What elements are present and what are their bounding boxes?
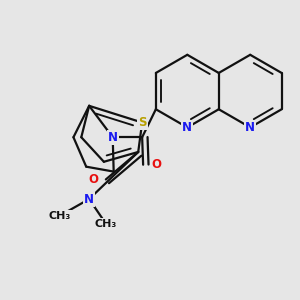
Text: CH₃: CH₃ (95, 219, 117, 229)
Text: N: N (84, 193, 94, 206)
Text: S: S (138, 116, 146, 129)
Text: O: O (152, 158, 162, 171)
Text: O: O (88, 173, 98, 186)
Text: N: N (182, 121, 192, 134)
Text: N: N (245, 121, 255, 134)
Text: CH₃: CH₃ (49, 211, 71, 221)
Text: N: N (108, 131, 118, 144)
